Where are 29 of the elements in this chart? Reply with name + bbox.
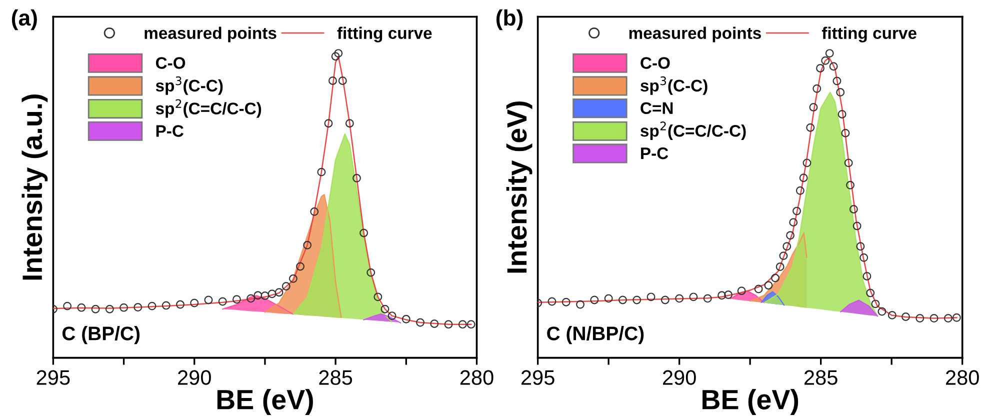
legend-label: fitting curve (822, 26, 916, 42)
legend-label: measured points (629, 26, 761, 42)
legend-label: C-O (640, 57, 670, 69)
x-tick-label: 290 (178, 370, 211, 385)
legend-label: C-O (156, 57, 186, 69)
x-tick-label: 285 (319, 370, 352, 385)
y-axis-title: Intensity (eV) (506, 101, 532, 273)
x-tick-label: 285 (804, 370, 838, 385)
legend-label: fitting curve (337, 26, 432, 42)
legend-label: P-C (641, 147, 668, 160)
legend-label: measured points (144, 26, 276, 42)
legend-label: sp$^{2}$(C=C/C-C) (156, 99, 262, 118)
chart-title: (b) (496, 9, 523, 30)
legend-label: sp$^{3}$(C-C) (640, 76, 708, 95)
legend-label: sp$^{3}$(C-C) (156, 76, 223, 95)
x-tick-label: 295 (521, 370, 554, 385)
chart-title: (a) (12, 9, 37, 30)
legend-label: sp$^{2}$(C=C/C-C) (640, 122, 746, 140)
annotation: C (BP/C) (62, 326, 140, 344)
x-axis-title: BE (eV) (217, 389, 313, 415)
x-tick-label: 280 (946, 370, 979, 385)
y-axis-title: Intensity (a.u.) (22, 94, 48, 280)
x-axis-title: BE (eV) (702, 389, 798, 415)
legend-label: C=N (640, 102, 673, 114)
x-tick-label: 295 (36, 370, 70, 385)
annotation: C (N/BP/C) (547, 326, 644, 344)
legend-label: P-C (156, 125, 184, 137)
x-tick-label: 280 (460, 370, 494, 385)
x-tick-label: 290 (662, 370, 696, 385)
